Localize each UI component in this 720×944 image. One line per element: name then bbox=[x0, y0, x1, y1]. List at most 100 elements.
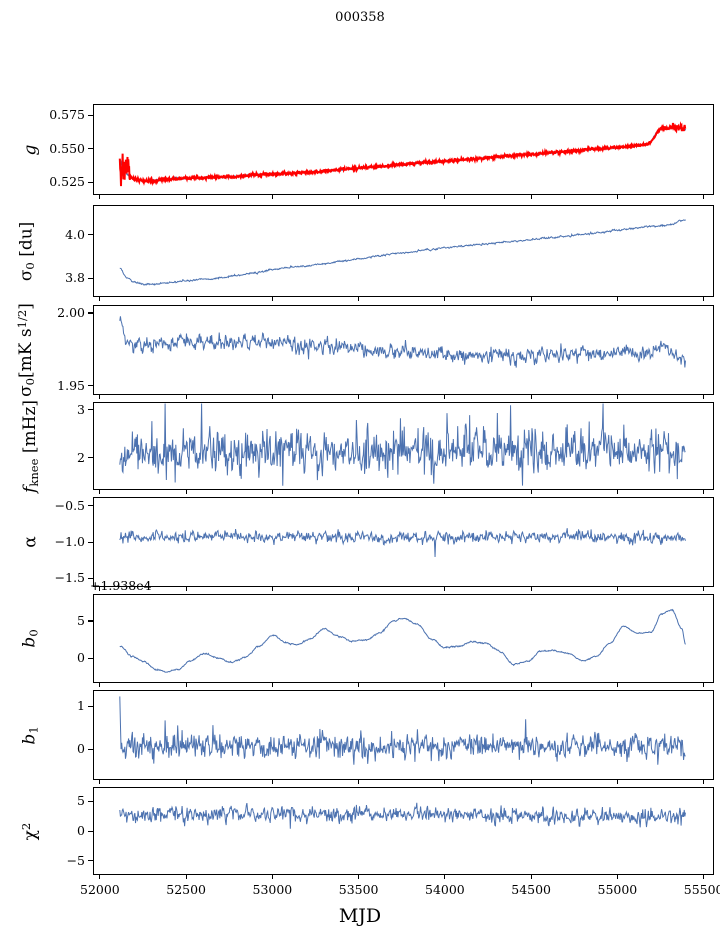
x-tickmark bbox=[271, 875, 273, 879]
x-tickmark bbox=[703, 395, 705, 399]
y-tick-label: 2.00 bbox=[57, 304, 85, 320]
y-tickmark bbox=[88, 860, 93, 862]
x-tickmark bbox=[444, 297, 446, 301]
x-tickmark bbox=[358, 395, 360, 399]
x-tickmark bbox=[703, 683, 705, 687]
data-line-sigma0_du bbox=[120, 220, 686, 285]
x-tickmark bbox=[99, 683, 101, 687]
x-tickmark bbox=[271, 683, 273, 687]
y-tick-label: 3.8 bbox=[65, 270, 85, 286]
x-tickmark bbox=[703, 780, 705, 784]
x-tickmark bbox=[444, 587, 446, 591]
x-tickmark bbox=[99, 780, 101, 784]
y-tick-label: 0.525 bbox=[49, 174, 85, 190]
y-tickmark bbox=[88, 277, 93, 279]
y-tickmark bbox=[88, 457, 93, 459]
y-tick-label: 0 bbox=[77, 650, 85, 666]
data-line-chi2 bbox=[120, 803, 686, 829]
y-axis-label-fknee: fknee [mHz] bbox=[19, 399, 41, 493]
y-tick-label: 0 bbox=[77, 823, 85, 838]
x-tickmark bbox=[185, 297, 187, 301]
x-tickmark bbox=[358, 490, 360, 494]
x-tickmark bbox=[358, 683, 360, 687]
y-tick-label: 5 bbox=[77, 793, 85, 809]
x-tick-label: 52000 bbox=[80, 882, 120, 897]
y-tickmark bbox=[88, 234, 93, 236]
x-tickmark bbox=[271, 587, 273, 591]
y-tick-label: 0 bbox=[77, 741, 85, 757]
x-tick-label: 52500 bbox=[166, 882, 207, 897]
y-tickmark bbox=[88, 620, 93, 622]
y-tickmark bbox=[88, 541, 93, 543]
y-tickmark bbox=[88, 657, 93, 659]
data-line-g bbox=[120, 127, 686, 181]
x-tickmark bbox=[703, 490, 705, 494]
data-line-alpha bbox=[120, 528, 686, 557]
y-axis-label-chi2: χ2 bbox=[19, 822, 41, 840]
y-tickmark bbox=[88, 705, 93, 707]
y-tickmark bbox=[88, 114, 93, 116]
x-tickmark bbox=[271, 395, 273, 399]
x-tickmark bbox=[185, 683, 187, 687]
y-tick-label: 1.95 bbox=[57, 377, 85, 393]
y-tickmark bbox=[88, 830, 93, 832]
y-tickmark bbox=[88, 748, 93, 750]
x-tickmark bbox=[358, 875, 360, 879]
x-tickmark bbox=[99, 297, 101, 301]
y-tick-label: 4.0 bbox=[65, 226, 85, 242]
data-line-g-flagged bbox=[120, 123, 686, 186]
x-tickmark bbox=[99, 395, 101, 399]
x-tickmark bbox=[99, 875, 101, 879]
plot-panel-b1 bbox=[93, 690, 714, 780]
x-tickmark bbox=[530, 587, 532, 591]
y-tick-label: −5 bbox=[66, 852, 85, 868]
x-tickmark bbox=[444, 195, 446, 199]
x-tickmark bbox=[185, 395, 187, 399]
y-tick-label: −0.5 bbox=[54, 497, 85, 513]
x-tickmark bbox=[271, 490, 273, 494]
y-axis-label-b1: b1 bbox=[19, 725, 41, 745]
y-tickmark bbox=[88, 800, 93, 802]
plot-panel-alpha bbox=[93, 497, 714, 587]
x-tickmark bbox=[185, 780, 187, 784]
x-tickmark bbox=[530, 780, 532, 784]
x-tickmark bbox=[530, 875, 532, 879]
x-tickmark bbox=[444, 875, 446, 879]
y-tick-label: 1 bbox=[77, 698, 85, 714]
x-tick-label: 53500 bbox=[338, 882, 379, 897]
y-tick-label: −1.5 bbox=[54, 570, 85, 586]
y-tickmark bbox=[88, 181, 93, 183]
y-tickmark bbox=[88, 385, 93, 387]
x-tickmark bbox=[444, 780, 446, 784]
x-tickmark bbox=[185, 587, 187, 591]
data-line-sigma0_mK bbox=[120, 316, 686, 367]
x-tickmark bbox=[616, 490, 618, 494]
x-tickmark bbox=[616, 395, 618, 399]
x-tickmark bbox=[185, 490, 187, 494]
x-tickmark bbox=[703, 587, 705, 591]
x-tickmark bbox=[530, 683, 532, 687]
x-tickmark bbox=[271, 780, 273, 784]
x-tickmark bbox=[185, 875, 187, 879]
y-tickmark bbox=[88, 148, 93, 150]
plot-panel-fknee bbox=[93, 402, 714, 490]
x-tickmark bbox=[271, 195, 273, 199]
data-line-fknee bbox=[120, 403, 686, 485]
y-tick-label: 0.550 bbox=[49, 140, 85, 156]
plot-panel-sigma0_du bbox=[93, 205, 714, 297]
y-tick-label: 3 bbox=[77, 401, 85, 417]
x-tickmark bbox=[358, 195, 360, 199]
x-tickmark bbox=[616, 780, 618, 784]
x-tickmark bbox=[99, 490, 101, 494]
x-tickmark bbox=[358, 587, 360, 591]
x-tickmark bbox=[444, 395, 446, 399]
y-axis-offset-label: +1.938e4 bbox=[90, 578, 152, 593]
data-line-b0 bbox=[120, 610, 686, 673]
y-tickmark bbox=[88, 577, 93, 579]
plot-panel-g bbox=[93, 104, 714, 195]
x-tickmark bbox=[616, 195, 618, 199]
x-tickmark bbox=[99, 195, 101, 199]
y-axis-label-g: g bbox=[19, 144, 40, 155]
x-tickmark bbox=[444, 683, 446, 687]
x-tickmark bbox=[616, 587, 618, 591]
